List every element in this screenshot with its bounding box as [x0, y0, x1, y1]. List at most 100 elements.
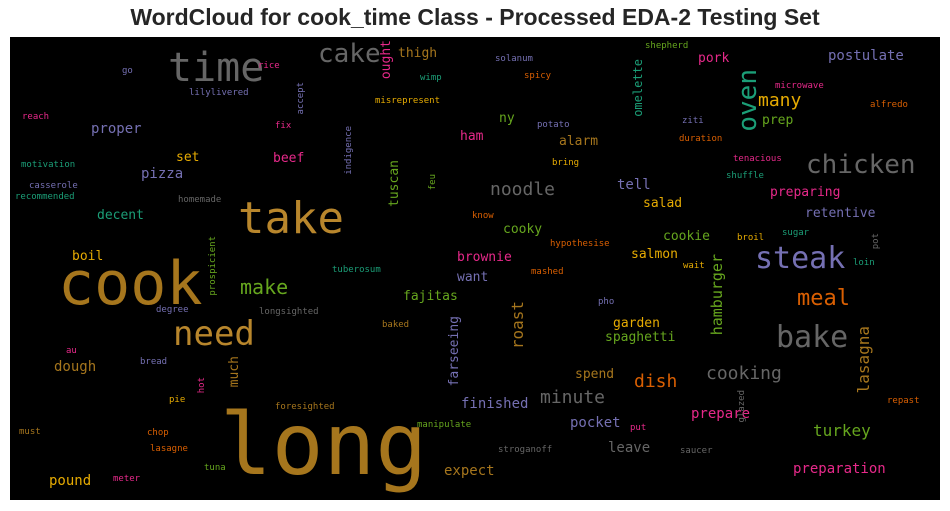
word-rice: rice [258, 62, 280, 71]
word-cooky: cooky [503, 223, 542, 236]
word-retentive: retentive [805, 207, 875, 220]
word-thigh: thigh [398, 47, 437, 60]
word-decent: decent [97, 209, 144, 222]
word-alfredo: alfredo [870, 101, 908, 110]
word-motivation: motivation [21, 161, 75, 170]
word-expect: expect [444, 464, 495, 478]
word-chicken: chicken [806, 152, 916, 178]
word-solanum: solanum [495, 55, 533, 64]
word-noodle: noodle [490, 181, 555, 199]
word-finished: finished [461, 397, 528, 411]
word-spicy: spicy [524, 72, 551, 81]
word-wait: wait [683, 262, 705, 271]
word-hypothesise: hypothesise [550, 240, 610, 249]
word-salad: salad [643, 197, 682, 210]
word-prospicient: prospicient [209, 236, 218, 296]
word-set: set [176, 151, 199, 164]
word-degree: degree [156, 306, 189, 315]
word-pound: pound [49, 474, 91, 488]
word-tuna: tuna [204, 464, 226, 473]
word-pie: pie [169, 396, 185, 405]
word-cooking: cooking [706, 365, 782, 383]
word-bake: bake [776, 323, 848, 353]
word-garden: garden [613, 317, 660, 330]
word-minute: minute [540, 389, 605, 407]
word-meal: meal [797, 288, 850, 310]
word-time: time [168, 48, 264, 88]
word-need: need [173, 317, 255, 351]
word-tell: tell [617, 178, 651, 192]
word-pork: pork [698, 52, 729, 65]
word-roast: roast [510, 301, 526, 349]
word-lilylivered: lilylivered [189, 89, 249, 98]
word-ziti: ziti [682, 117, 704, 126]
wordcloud-canvas: long cook take time need steak bake chicken cake… [10, 37, 940, 500]
word-hot: hot [198, 377, 207, 393]
word-cake: cake [318, 41, 381, 67]
word-microwave: microwave [775, 82, 824, 91]
word-fajitas: fajitas [403, 290, 458, 303]
word-turkey: turkey [813, 423, 871, 439]
word-glazed: glazed [738, 390, 747, 423]
word-loin: loin [853, 259, 875, 268]
word-pot: pot [872, 233, 881, 249]
word-spaghetti: spaghetti [605, 331, 675, 344]
word-broil: broil [737, 234, 764, 243]
word-baked: baked [382, 321, 409, 330]
word-beef: beef [273, 152, 304, 165]
word-go: go [122, 67, 133, 76]
word-shepherd: shepherd [645, 42, 688, 51]
word-alarm: alarm [559, 135, 598, 148]
word-pizza: pizza [141, 167, 183, 181]
word-much: much [228, 356, 241, 387]
word-hamburger: hamburger [710, 254, 725, 335]
word-salmon: salmon [631, 248, 678, 261]
chart-title: WordCloud for cook_time Class - Processe… [0, 4, 950, 31]
word-ny: ny [499, 112, 515, 125]
word-mashed: mashed [531, 268, 564, 277]
word-must: must [19, 428, 41, 437]
word-long: long [220, 402, 427, 488]
word-sugar: sugar [782, 229, 809, 238]
word-potato: potato [537, 121, 570, 130]
word-pho: pho [598, 298, 614, 307]
word-dough: dough [54, 360, 96, 374]
word-ham: ham [460, 130, 483, 143]
word-tenacious: tenacious [733, 155, 782, 164]
word-prep: prep [762, 114, 793, 127]
word-feu: feu [429, 174, 438, 190]
word-dish: dish [634, 373, 677, 391]
word-chop: chop [147, 429, 169, 438]
word-duration: duration [679, 135, 722, 144]
word-many: many [758, 92, 801, 110]
word-bread: bread [140, 358, 167, 367]
word-accept: accept [297, 82, 306, 115]
word-homemade: homemade [178, 196, 221, 205]
word-proper: proper [91, 122, 142, 136]
word-lasagne: lasagne [150, 445, 188, 454]
word-ought: ought [380, 40, 393, 79]
word-wimp: wimp [420, 74, 442, 83]
word-stroganoff: stroganoff [498, 446, 552, 455]
word-misrepresent: misrepresent [375, 97, 440, 106]
word-manipulate: manipulate [417, 421, 471, 430]
word-take: take [238, 197, 344, 241]
word-meter: meter [113, 475, 140, 484]
word-reach: reach [22, 113, 49, 122]
word-know: know [472, 212, 494, 221]
word-want: want [457, 271, 488, 284]
word-pocket: pocket [570, 416, 621, 430]
word-recommended: recommended [15, 193, 75, 202]
word-longsighted: longsighted [259, 308, 319, 317]
word-indigence: indigence [345, 126, 354, 175]
word-au: au [66, 347, 77, 356]
word-leave: leave [608, 441, 650, 455]
word-preparing: preparing [770, 186, 840, 199]
word-repast: repast [887, 397, 920, 406]
word-foresighted: foresighted [275, 403, 335, 412]
word-cookie: cookie [663, 230, 710, 243]
word-put: put [630, 424, 646, 433]
word-make: make [240, 277, 288, 297]
word-saucer: saucer [680, 447, 713, 456]
word-omelette: omelette [632, 59, 644, 117]
